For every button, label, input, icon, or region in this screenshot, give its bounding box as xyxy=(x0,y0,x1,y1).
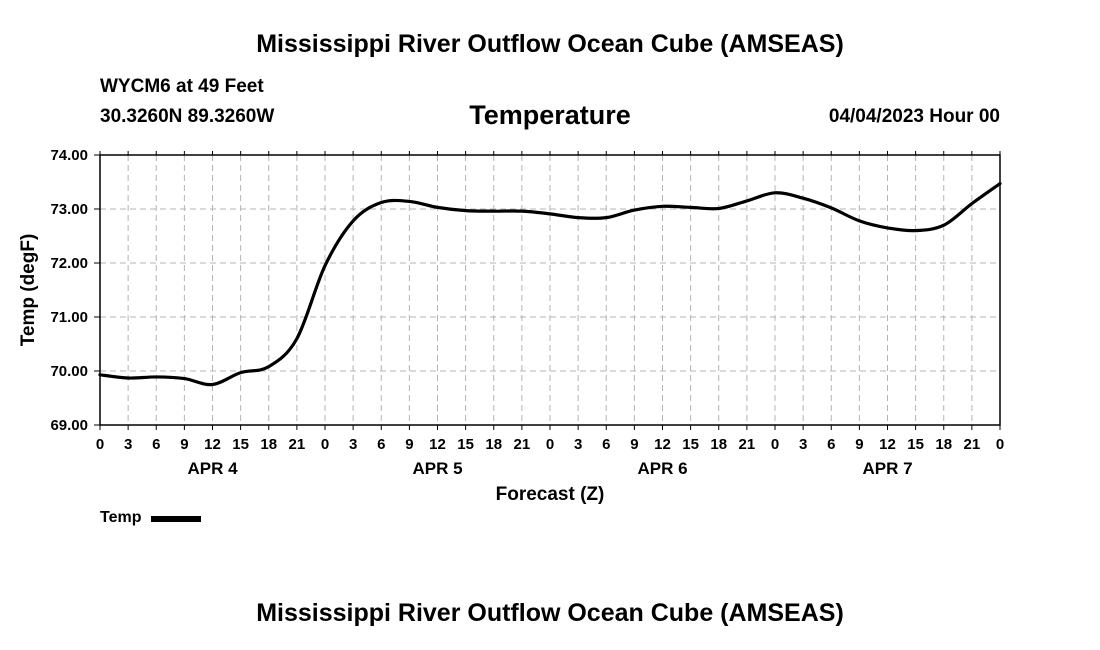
x-tick-label: 9 xyxy=(180,436,188,453)
temp-data-point xyxy=(520,209,524,213)
y-tick-label: 73.00 xyxy=(50,201,88,218)
temp-data-point xyxy=(239,371,242,374)
x-tick-label: 0 xyxy=(321,436,329,453)
temp-data-point xyxy=(464,209,467,212)
x-tick-label: 0 xyxy=(546,436,554,453)
date-labels: APR 4 APR 5 APR 6 APR 7 xyxy=(187,459,912,478)
temp-data-point xyxy=(970,202,974,205)
temp-data-point xyxy=(858,219,861,223)
x-tick-label: 12 xyxy=(429,436,446,453)
temp-data-point xyxy=(267,365,270,368)
temp-data-point xyxy=(689,206,692,209)
x-tick-label: 21 xyxy=(289,436,306,453)
temp-data-point xyxy=(155,375,158,379)
footer-title: Mississippi River Outflow Ocean Cube (AM… xyxy=(256,599,844,627)
x-tick-label: 15 xyxy=(457,436,474,453)
temp-data-point xyxy=(380,201,383,204)
temp-data-point xyxy=(717,207,720,210)
temp-data-point xyxy=(801,197,805,200)
x-tick-label: 21 xyxy=(514,436,531,453)
temp-data-point xyxy=(998,182,1002,185)
y-tick-labels: 69.00 70.00 71.00 72.00 73.00 74.00 xyxy=(50,147,88,434)
x-tick-label: 21 xyxy=(964,436,981,453)
temp-data-point xyxy=(492,209,495,213)
legend-line-swatch xyxy=(151,516,202,522)
x-axis-label: Forecast (Z) xyxy=(496,484,605,505)
y-tick-label: 70.00 xyxy=(50,363,88,380)
x-tick-label: 6 xyxy=(152,436,160,453)
temp-data-point xyxy=(942,224,945,227)
temp-data-point xyxy=(323,264,327,267)
x-tick-label: 0 xyxy=(771,436,779,453)
chart-title: Temperature xyxy=(469,100,631,130)
date-label: APR 7 xyxy=(862,459,912,478)
temp-data-point xyxy=(605,216,608,219)
temp-data-point xyxy=(773,191,777,194)
temp-data-points xyxy=(98,182,1002,386)
y-tick-label: 69.00 xyxy=(50,417,88,434)
x-tick-label: 0 xyxy=(96,436,104,453)
x-tick-label: 12 xyxy=(204,436,221,453)
x-tick-label: 9 xyxy=(630,436,638,453)
coordinates-label: 30.3260N 89.3260W xyxy=(100,106,275,127)
temp-data-point xyxy=(548,212,552,216)
x-tick-label: 15 xyxy=(907,436,924,453)
main-title: Mississippi River Outflow Ocean Cube (AM… xyxy=(256,30,844,58)
date-label: APR 5 xyxy=(412,459,462,478)
x-tick-label: 6 xyxy=(827,436,835,453)
x-tick-label: 3 xyxy=(124,436,132,453)
temp-data-point xyxy=(211,383,214,386)
temp-data-point xyxy=(576,216,580,219)
x-tick-label: 12 xyxy=(879,436,896,453)
x-tick-label: 9 xyxy=(405,436,413,453)
temp-data-point xyxy=(408,200,411,203)
x-tick-label: 3 xyxy=(799,436,807,453)
x-tick-label: 18 xyxy=(485,436,502,453)
x-tick-label: 18 xyxy=(935,436,952,453)
x-tick-label: 6 xyxy=(377,436,385,453)
x-tick-label: 18 xyxy=(260,436,277,453)
x-tick-label: 0 xyxy=(996,436,1004,453)
tick-marks xyxy=(94,151,1001,430)
x-tick-label: 21 xyxy=(739,436,756,453)
date-label: APR 4 xyxy=(187,459,238,478)
x-tick-label: 3 xyxy=(574,436,582,453)
temp-data-point xyxy=(830,206,833,210)
y-tick-label: 72.00 xyxy=(50,255,88,272)
temp-data-point xyxy=(436,206,439,209)
x-tick-label: 12 xyxy=(654,436,671,453)
x-tick-label: 9 xyxy=(855,436,863,453)
y-axis-label: Temp (degF) xyxy=(18,234,39,347)
x-tick-label: 15 xyxy=(232,436,249,453)
temp-data-point xyxy=(661,205,664,208)
legend: Temp xyxy=(100,509,202,527)
date-label: APR 6 xyxy=(637,459,687,478)
x-tick-label: 6 xyxy=(602,436,610,453)
temp-data-point xyxy=(351,219,355,223)
temp-data-point xyxy=(914,229,917,232)
x-tick-label: 3 xyxy=(349,436,357,453)
temp-data-point xyxy=(98,373,102,376)
x-tick-label: 18 xyxy=(710,436,727,453)
forecast-datetime: 04/04/2023 Hour 00 xyxy=(828,106,1000,127)
x-tick-labels: 0 3 6 9 12 15 18 21 0 3 6 9 12 15 18 21 0 3 6 9 12 15 18 21 0 3 6 9… xyxy=(96,436,1004,453)
grid xyxy=(100,155,1000,425)
station-label: WYCM6 at 49 Feet xyxy=(100,76,264,97)
temp-data-point xyxy=(633,208,636,212)
temp-data-point xyxy=(295,337,299,340)
temp-data-point xyxy=(745,199,749,203)
y-tick-label: 74.00 xyxy=(50,147,88,164)
x-tick-label: 15 xyxy=(682,436,699,453)
temp-data-point xyxy=(183,377,186,380)
temp-data-point xyxy=(886,226,889,230)
temp-data-point xyxy=(126,376,130,380)
y-tick-label: 71.00 xyxy=(50,309,88,326)
legend-label: Temp xyxy=(100,509,142,526)
